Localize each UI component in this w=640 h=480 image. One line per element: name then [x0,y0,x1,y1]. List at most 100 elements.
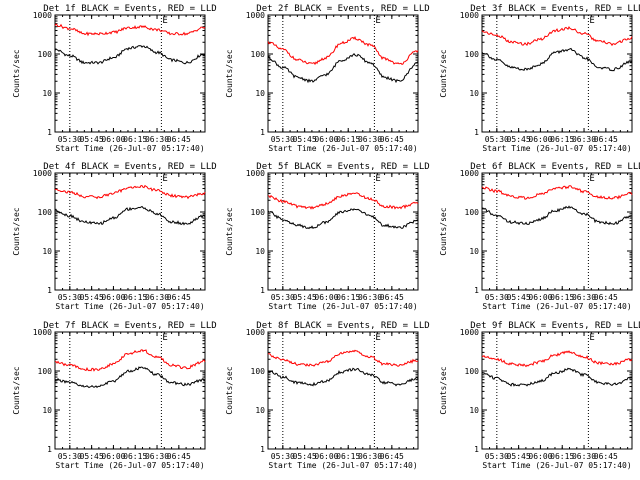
x-axis-label: Start Time (26-Jul-07 05:17:40) [55,144,204,153]
x-tick-label: 06:00 [314,293,338,302]
y-axis-label: Counts/sec [12,49,21,97]
x-tick-label: 06:15 [123,452,147,461]
x-tick-label: 05:45 [80,135,104,144]
chart-panel: Det 2f BLACK = Events, RED = LLD 1 10 100 10… [225,4,430,153]
x-tick-label: 05:30 [485,293,509,302]
chart-title: Det 7f BLACK = Events, RED = LLD [43,321,216,331]
y-tick-label: 10 [469,89,479,98]
chart-panel: Det 8f BLACK = Events, RED = LLD 1 10 100 10… [225,321,430,470]
events-series-line [54,366,206,389]
x-tick-label: 06:30 [145,452,169,461]
x-axis-label: Start Time (26-Jul-07 05:17:40) [482,144,631,153]
plot-frame [267,331,419,450]
chart-title: Det 4f BLACK = Events, RED = LLD [43,162,216,172]
y-tick-label: 1000 [460,11,479,20]
y-tick-label: 10 [255,89,265,98]
x-tick-label: 06:00 [314,452,338,461]
y-tick-label: 1 [474,128,479,137]
plot-frame [267,172,419,291]
x-axis-label: Start Time (26-Jul-07 05:17:40) [482,302,631,311]
plot-frame [481,172,633,291]
y-axis-label: Counts/sec [439,207,448,255]
x-tick-label: 06:45 [380,135,404,144]
x-tick-label: 06:15 [123,135,147,144]
x-tick-label: 06:15 [123,293,147,302]
plot-frame [54,331,206,450]
marker-label: E [162,333,167,343]
x-tick-label: 06:00 [314,135,338,144]
y-tick-label: 1 [260,445,265,454]
y-tick-label: 1000 [246,11,265,20]
x-tick-label: 06:45 [380,293,404,302]
chart-title: Det 1f BLACK = Events, RED = LLD [43,4,216,14]
lld-series-line [54,184,206,200]
y-tick-label: 1000 [33,11,52,20]
y-tick-label: 1 [47,128,52,137]
x-tick-label: 06:30 [358,452,382,461]
chart-panel: Det 5f BLACK = Events, RED = LLD 1 10 100 10… [225,162,430,311]
y-axis-label: Counts/sec [225,366,234,414]
y-tick-label: 1000 [246,169,265,178]
events-series-line [54,205,206,226]
x-tick-label: 05:30 [271,135,295,144]
x-tick-label: 05:45 [507,452,531,461]
y-tick-label: 100 [251,50,266,59]
x-tick-label: 06:00 [101,293,125,302]
x-tick-label: 06:15 [550,293,574,302]
plot-frame [267,14,419,133]
y-tick-label: 1000 [33,169,52,178]
y-tick-label: 100 [251,208,266,217]
y-tick-label: 1 [47,286,52,295]
marker-label: E [375,16,380,26]
y-tick-label: 10 [42,247,52,256]
y-axis-label: Counts/sec [439,366,448,414]
x-tick-label: 05:45 [507,293,531,302]
lld-series-line [54,23,206,37]
lld-series-line [55,349,206,372]
x-tick-label: 06:45 [167,452,191,461]
chart-title: Det 8f BLACK = Events, RED = LLD [256,321,429,331]
y-tick-label: 1 [260,286,265,295]
x-tick-label: 05:45 [80,293,104,302]
y-axis-label: Counts/sec [12,366,21,414]
x-tick-label: 06:15 [550,135,574,144]
x-tick-label: 06:45 [167,293,191,302]
x-tick-label: 05:30 [271,293,295,302]
x-tick-label: 06:30 [572,293,596,302]
x-tick-label: 06:00 [101,452,125,461]
marker-label: E [589,174,594,184]
x-tick-label: 06:30 [572,452,596,461]
chart-title: Det 2f BLACK = Events, RED = LLD [256,4,429,14]
x-tick-label: 05:30 [58,135,82,144]
x-tick-label: 05:30 [485,452,509,461]
x-tick-label: 06:45 [167,135,191,144]
x-tick-label: 05:45 [293,293,317,302]
events-series-line [267,208,419,230]
x-tick-label: 05:30 [271,452,295,461]
y-tick-label: 1000 [460,328,479,337]
plot-frame [54,172,206,291]
chart-panel: Det 1f BLACK = Events, RED = LLD 1 10 100 10… [12,4,217,153]
lld-series-line [267,192,419,210]
y-tick-label: 1 [47,445,52,454]
lld-series-line [481,350,633,368]
x-tick-label: 06:15 [336,452,360,461]
x-tick-label: 05:30 [58,452,82,461]
events-series-line [267,53,419,84]
chart-panel: Det 3f BLACK = Events, RED = LLD 1 10 100 10… [439,4,640,153]
x-tick-label: 06:00 [528,135,552,144]
x-axis-label: Start Time (26-Jul-07 05:17:40) [55,302,204,311]
x-axis-label: Start Time (26-Jul-07 05:17:40) [268,144,417,153]
marker-label: E [375,333,380,343]
y-axis-label: Counts/sec [439,49,448,97]
lld-series-line [267,35,419,66]
y-tick-label: 10 [255,247,265,256]
y-tick-label: 10 [42,406,52,415]
chart-title: Det 3f BLACK = Events, RED = LLD [470,4,640,14]
x-tick-label: 06:00 [101,135,125,144]
lld-series-line [268,349,419,367]
y-tick-label: 1 [474,286,479,295]
x-tick-label: 06:30 [145,135,169,144]
x-tick-label: 06:00 [528,293,552,302]
x-tick-label: 06:30 [358,135,382,144]
